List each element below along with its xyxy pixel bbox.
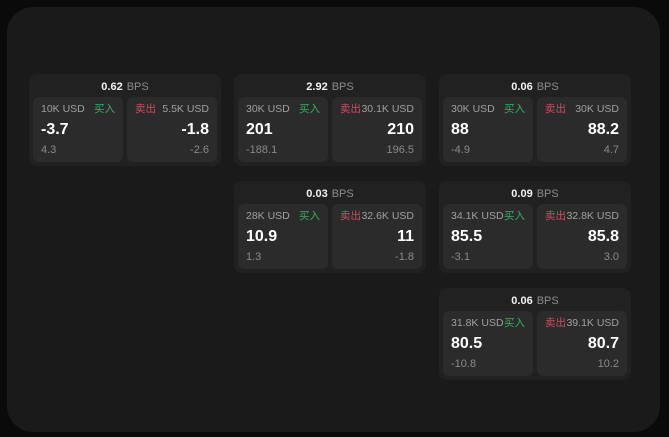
buy-panel[interactable]: 34.1K USD 买入 85.5 -3.1	[443, 204, 533, 269]
buy-price: 10.9	[246, 228, 278, 245]
quote-card: 0.62 BPS 10K USD 买入 -3.7 4.3 卖出 5.5K USD	[29, 74, 221, 166]
buy-delta: 1.3	[246, 251, 262, 263]
sell-amount: 5.5K USD	[162, 103, 209, 115]
bps-header: 2.92 BPS	[238, 77, 422, 97]
bps-header: 0.06 BPS	[443, 291, 627, 311]
sell-amount: 30K USD	[575, 103, 619, 115]
bps-value: 0.06	[511, 295, 533, 307]
bps-unit-label: BPS	[536, 81, 559, 93]
bps-value: 0.06	[511, 81, 533, 93]
bps-value: 0.03	[306, 188, 328, 200]
buy-sell-panels: 10K USD 买入 -3.7 4.3 卖出 5.5K USD -1.8 -2.…	[33, 97, 217, 162]
bps-value: 0.09	[511, 188, 533, 200]
buy-side-label: 买入	[504, 103, 525, 115]
sell-price: 210	[387, 121, 414, 138]
buy-amount: 30K USD	[246, 103, 290, 115]
buy-price: 201	[246, 121, 273, 138]
buy-panel[interactable]: 28K USD 买入 10.9 1.3	[238, 204, 328, 269]
sell-price: 88.2	[587, 121, 619, 138]
bps-header: 0.03 BPS	[238, 184, 422, 204]
sell-panel[interactable]: 卖出 39.1K USD 80.7 10.2	[537, 311, 627, 376]
quote-card: 0.03 BPS 28K USD 买入 10.9 1.3 卖出 32.6K US…	[234, 181, 426, 273]
buy-delta: -188.1	[246, 144, 278, 156]
sell-price: 11	[397, 228, 414, 245]
buy-panel[interactable]: 30K USD 买入 88 -4.9	[443, 97, 533, 162]
buy-delta: 4.3	[41, 144, 57, 156]
buy-sell-panels: 28K USD 买入 10.9 1.3 卖出 32.6K USD 11 -1.8	[238, 204, 422, 269]
buy-side-label: 买入	[94, 103, 115, 115]
quote-card: 2.92 BPS 30K USD 买入 201 -188.1 卖出 30.1K …	[234, 74, 426, 166]
sell-side-label: 卖出	[545, 103, 566, 115]
buy-price: -3.7	[41, 121, 69, 138]
buy-sell-panels: 30K USD 买入 201 -188.1 卖出 30.1K USD 210 1…	[238, 97, 422, 162]
sell-delta: -1.8	[395, 251, 414, 263]
sell-amount: 32.8K USD	[566, 210, 619, 222]
sell-side-label: 卖出	[340, 103, 361, 115]
buy-price: 85.5	[451, 228, 483, 245]
sell-price: 80.7	[587, 335, 619, 352]
buy-sell-panels: 34.1K USD 买入 85.5 -3.1 卖出 32.8K USD 85.8…	[443, 204, 627, 269]
sell-price: -1.8	[181, 121, 209, 138]
sell-delta: 4.7	[603, 144, 619, 156]
app-window: 0.62 BPS 10K USD 买入 -3.7 4.3 卖出 5.5K USD	[7, 7, 660, 432]
sell-amount: 39.1K USD	[566, 317, 619, 329]
sell-price: 85.8	[587, 228, 619, 245]
sell-panel[interactable]: 卖出 32.6K USD 11 -1.8	[332, 204, 422, 269]
buy-delta: -10.8	[451, 358, 477, 370]
sell-side-label: 卖出	[135, 103, 156, 115]
sell-delta: -2.6	[190, 144, 209, 156]
sell-panel[interactable]: 卖出 30K USD 88.2 4.7	[537, 97, 627, 162]
quote-cards-grid: 0.62 BPS 10K USD 买入 -3.7 4.3 卖出 5.5K USD	[29, 74, 631, 380]
bps-value: 0.62	[101, 81, 123, 93]
sell-amount: 32.6K USD	[361, 210, 414, 222]
quote-card: 0.09 BPS 34.1K USD 买入 85.5 -3.1 卖出 32.8K…	[439, 181, 631, 273]
quote-card: 0.06 BPS 30K USD 买入 88 -4.9 卖出 30K USD	[439, 74, 631, 166]
sell-panel[interactable]: 卖出 5.5K USD -1.8 -2.6	[127, 97, 217, 162]
buy-panel[interactable]: 31.8K USD 买入 80.5 -10.8	[443, 311, 533, 376]
bps-unit-label: BPS	[536, 188, 559, 200]
bps-header: 0.62 BPS	[33, 77, 217, 97]
sell-delta: 3.0	[603, 251, 619, 263]
sell-delta: 10.2	[597, 358, 619, 370]
sell-panel[interactable]: 卖出 30.1K USD 210 196.5	[332, 97, 422, 162]
buy-price: 88	[451, 121, 469, 138]
bps-unit-label: BPS	[331, 188, 354, 200]
quote-card: 0.06 BPS 31.8K USD 买入 80.5 -10.8 卖出 39.1…	[439, 288, 631, 380]
buy-sell-panels: 31.8K USD 买入 80.5 -10.8 卖出 39.1K USD 80.…	[443, 311, 627, 376]
buy-side-label: 买入	[299, 103, 320, 115]
sell-delta: 196.5	[386, 144, 414, 156]
buy-side-label: 买入	[504, 210, 525, 222]
bps-header: 0.09 BPS	[443, 184, 627, 204]
buy-sell-panels: 30K USD 买入 88 -4.9 卖出 30K USD 88.2 4.7	[443, 97, 627, 162]
buy-panel[interactable]: 10K USD 买入 -3.7 4.3	[33, 97, 123, 162]
bps-value: 2.92	[306, 81, 328, 93]
buy-price: 80.5	[451, 335, 483, 352]
sell-side-label: 卖出	[340, 210, 361, 222]
bps-unit-label: BPS	[126, 81, 149, 93]
sell-side-label: 卖出	[545, 210, 566, 222]
buy-amount: 30K USD	[451, 103, 495, 115]
buy-delta: -4.9	[451, 144, 470, 156]
buy-amount: 28K USD	[246, 210, 290, 222]
bps-unit-label: BPS	[536, 295, 559, 307]
sell-panel[interactable]: 卖出 32.8K USD 85.8 3.0	[537, 204, 627, 269]
buy-side-label: 买入	[299, 210, 320, 222]
buy-delta: -3.1	[451, 251, 470, 263]
buy-panel[interactable]: 30K USD 买入 201 -188.1	[238, 97, 328, 162]
buy-amount: 10K USD	[41, 103, 85, 115]
sell-amount: 30.1K USD	[361, 103, 414, 115]
buy-amount: 34.1K USD	[451, 210, 504, 222]
buy-amount: 31.8K USD	[451, 317, 504, 329]
bps-unit-label: BPS	[331, 81, 354, 93]
sell-side-label: 卖出	[545, 317, 566, 329]
buy-side-label: 买入	[504, 317, 525, 329]
bps-header: 0.06 BPS	[443, 77, 627, 97]
